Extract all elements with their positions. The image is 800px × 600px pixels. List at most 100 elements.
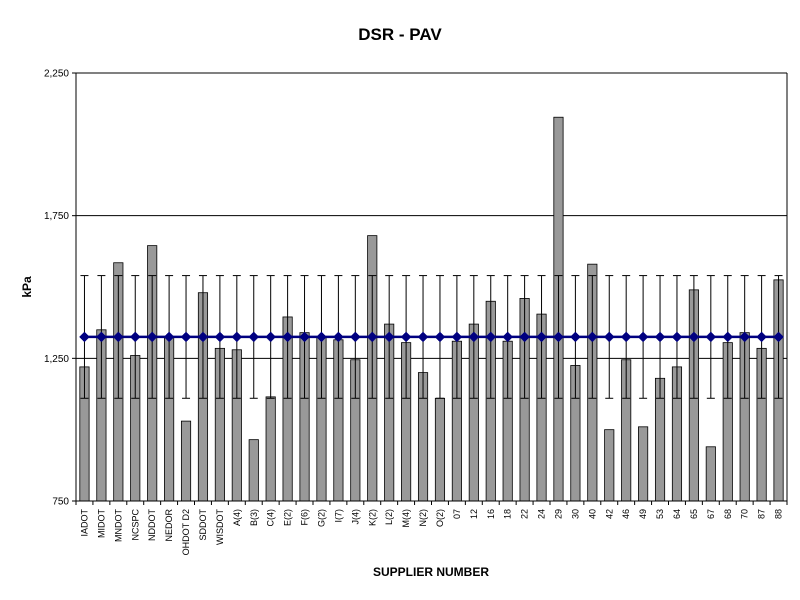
average-marker-24	[485, 331, 497, 343]
bar-21	[434, 397, 446, 502]
average-marker-33	[637, 331, 649, 343]
y-tick-label-1: 1,250	[44, 354, 69, 365]
x-category-label-12: E(2)	[283, 509, 293, 526]
average-marker-23	[468, 331, 480, 343]
average-marker-4	[146, 331, 158, 343]
average-marker-40	[756, 331, 767, 343]
x-category-label-33: 49	[638, 509, 648, 519]
gridlines	[76, 72, 787, 359]
x-category-label-36: 65	[689, 509, 699, 519]
x-category-label-0: IADOT	[79, 509, 89, 537]
bar-11	[265, 396, 276, 502]
x-category-label-19: M(4)	[401, 509, 411, 528]
y-tick-label-2: 1,750	[44, 211, 69, 222]
axes	[72, 72, 788, 505]
average-marker-21	[434, 331, 446, 343]
average-marker-19	[400, 331, 412, 343]
x-category-label-5: NEDOR	[164, 509, 174, 542]
x-category-label-27: 24	[537, 509, 547, 519]
x-category-label-30: 40	[587, 509, 597, 519]
x-category-label-35: 64	[672, 509, 682, 519]
average-marker-14	[316, 331, 327, 343]
x-category-label-3: NCSPC	[130, 509, 140, 541]
x-category-label-9: A(4)	[232, 509, 242, 526]
average-marker-22	[451, 331, 463, 343]
average-marker-15	[333, 331, 344, 343]
average-marker-18	[383, 331, 395, 343]
x-category-label-39: 70	[740, 509, 750, 519]
bar-37	[705, 446, 716, 502]
x-category-label-13: F(6)	[300, 509, 310, 526]
average-marker-30	[586, 331, 598, 343]
average-marker-8	[214, 331, 226, 343]
x-category-label-37: 67	[706, 509, 716, 519]
average-marker-0	[79, 331, 90, 343]
x-category-label-10: B(3)	[249, 509, 259, 526]
x-category-label-11: C(4)	[266, 509, 276, 527]
average-marker-6	[180, 331, 192, 343]
average-marker-9	[231, 331, 243, 343]
x-category-label-31: 42	[604, 509, 614, 519]
bar-10	[248, 439, 259, 502]
x-category-label-29: 30	[570, 509, 580, 519]
x-category-label-28: 29	[553, 509, 563, 519]
average-marker-17	[366, 331, 378, 343]
average-marker-12	[282, 331, 293, 343]
x-category-label-2: MNDOT	[113, 509, 123, 542]
average-marker-3	[129, 331, 141, 343]
x-category-label-7: SDDOT	[198, 508, 208, 540]
y-tick-label-3: 2,250	[44, 69, 69, 80]
bar-31	[604, 429, 615, 502]
x-category-label-23: 12	[469, 509, 479, 519]
x-category-label-40: 87	[757, 509, 767, 519]
average-marker-25	[502, 331, 514, 343]
x-category-label-38: 68	[723, 509, 733, 519]
bar-33	[638, 426, 649, 502]
x-category-label-21: O(2)	[435, 509, 445, 527]
x-category-label-34: 53	[655, 509, 665, 519]
x-category-label-18: L(2)	[384, 509, 394, 525]
bar-6	[180, 420, 192, 502]
average-marker-31	[603, 331, 615, 343]
x-category-label-8: WISDOT	[215, 509, 225, 545]
average-marker-27	[536, 331, 547, 343]
average-marker-2	[112, 331, 124, 343]
x-category-label-16: J(4)	[350, 509, 360, 525]
x-category-label-14: G(2)	[316, 509, 326, 527]
x-category-label-24: 16	[486, 509, 496, 519]
average-marker-26	[519, 331, 530, 343]
x-category-label-17: K(2)	[367, 509, 377, 526]
x-category-label-1: MIDOT	[96, 509, 106, 538]
average-marker-16	[349, 331, 361, 343]
average-marker-1	[96, 331, 107, 343]
y-tick-labels: 750 1,250 1,750 2,250	[44, 69, 69, 508]
x-category-label-15: I(7)	[333, 509, 343, 523]
x-category-label-20: N(2)	[418, 509, 428, 527]
average-marker-5	[163, 331, 175, 343]
x-category-label-4: NDDOT	[147, 509, 157, 541]
average-line-series	[79, 331, 784, 343]
chart-title: DSR - PAV	[358, 25, 442, 44]
x-category-label-41: 88	[774, 509, 784, 519]
average-marker-7	[197, 331, 209, 343]
y-axis-title: kPa	[20, 276, 34, 298]
average-marker-35	[671, 331, 683, 343]
average-marker-39	[739, 331, 751, 343]
average-marker-34	[654, 331, 666, 343]
x-category-label-25: 18	[503, 509, 513, 519]
average-marker-38	[722, 331, 734, 343]
average-marker-28	[553, 331, 564, 343]
x-category-label-6: OHDOT D2	[181, 509, 191, 555]
average-marker-11	[265, 331, 277, 343]
average-marker-10	[248, 331, 260, 343]
x-category-labels: IADOT MIDOT MNDOT NCSPC NDDOT NEDOR OHDOT D2 SD…	[79, 508, 783, 555]
average-marker-20	[417, 331, 429, 343]
average-marker-32	[620, 331, 632, 343]
y-tick-label-0: 750	[52, 497, 69, 508]
x-category-label-26: 22	[520, 509, 530, 519]
average-marker-29	[570, 331, 581, 343]
average-marker-41	[773, 331, 784, 343]
average-marker-13	[299, 331, 310, 343]
x-category-label-22: 07	[452, 509, 462, 519]
